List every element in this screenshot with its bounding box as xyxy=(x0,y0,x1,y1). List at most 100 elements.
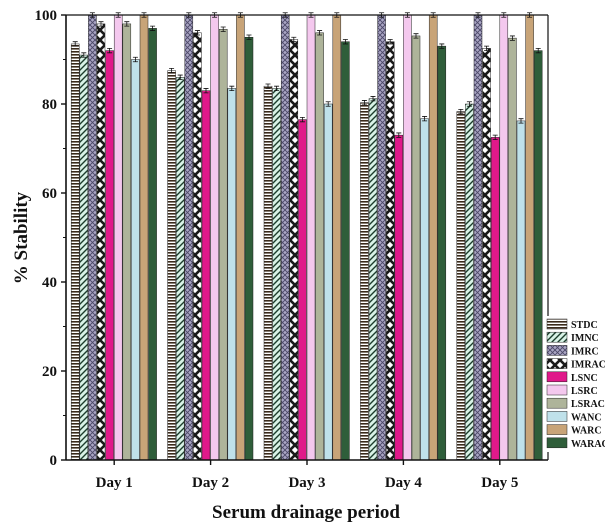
legend-label-wanc: WANC xyxy=(571,412,602,423)
error-bar-warac-day-4 xyxy=(439,43,445,49)
error-bar-imnc-day-2 xyxy=(177,74,183,80)
legend-label-stdc: STDC xyxy=(571,320,598,331)
error-bar-imnc-day-4 xyxy=(370,96,376,102)
bar-lsrc-day-2 xyxy=(210,14,219,461)
bar-lsrac-day-4 xyxy=(411,35,421,461)
bar-imnc-day-3 xyxy=(272,88,281,461)
error-bar-lsnc-day-2 xyxy=(203,88,209,94)
x-tick-label-day-2: Day 2 xyxy=(192,475,229,491)
legend-label-lsrc: LSRC xyxy=(571,386,598,397)
x-tick-label-day-3: Day 3 xyxy=(288,475,325,491)
y-tick-label-60: 60 xyxy=(42,186,57,202)
bar-imnc-day-1 xyxy=(79,54,89,461)
bar-lsnc-day-2 xyxy=(201,90,211,461)
x-tick-label-day-4: Day 4 xyxy=(385,475,423,491)
error-bar-wanc-day-4 xyxy=(422,116,428,122)
bar-imrac-day-1 xyxy=(96,23,106,461)
bar-imrc-day-3 xyxy=(280,14,290,461)
bar-imrac-day-2 xyxy=(193,32,202,461)
error-bar-wanc-day-5 xyxy=(518,118,524,124)
bar-imrac-day-4 xyxy=(385,41,395,461)
legend-swatch-warc xyxy=(546,424,568,435)
bar-wanc-day-1 xyxy=(131,59,140,461)
y-tick-label-0: 0 xyxy=(50,453,58,469)
bar-warac-day-3 xyxy=(341,41,350,461)
error-bar-warac-day-2 xyxy=(246,34,252,40)
bar-imrac-day-5 xyxy=(482,48,491,461)
bar-wanc-day-2 xyxy=(227,88,237,461)
bar-imrac-day-3 xyxy=(289,39,299,461)
bar-lsrac-day-3 xyxy=(315,32,324,461)
legend-swatch-imrc xyxy=(546,345,568,356)
bar-lsrc-day-3 xyxy=(306,14,316,461)
error-bar-lsrac-day-3 xyxy=(317,30,323,36)
error-bar-imrac-day-2 xyxy=(194,30,200,36)
bar-warc-day-5 xyxy=(525,14,534,461)
bar-warac-day-1 xyxy=(148,28,157,461)
bar-lsnc-day-5 xyxy=(490,137,500,461)
bar-imrc-day-2 xyxy=(184,14,194,461)
bar-warc-day-4 xyxy=(428,14,438,461)
error-bar-wanc-day-1 xyxy=(132,56,138,63)
bar-warac-day-4 xyxy=(437,45,447,461)
legend-swatch-lsrc xyxy=(546,384,568,396)
error-bar-warac-day-3 xyxy=(342,39,348,45)
legend-swatch-stdc xyxy=(546,318,568,330)
error-bar-wanc-day-2 xyxy=(229,85,235,92)
error-bar-imrac-day-5 xyxy=(484,45,490,51)
legend-swatch-imnc xyxy=(546,331,568,343)
error-bar-lsrac-day-2 xyxy=(220,26,226,32)
bar-warc-day-2 xyxy=(236,14,245,461)
bar-stdc-day-4 xyxy=(360,102,369,461)
legend-swatch-imrac xyxy=(546,358,568,369)
error-bar-stdc-day-2 xyxy=(169,68,175,74)
bar-lsrac-day-1 xyxy=(122,23,132,461)
bar-lsnc-day-3 xyxy=(298,119,307,461)
error-bar-imrac-day-4 xyxy=(387,39,393,45)
bar-stdc-day-5 xyxy=(456,111,466,461)
bar-warac-day-2 xyxy=(244,37,254,461)
error-bar-imrac-day-1 xyxy=(98,21,104,27)
bar-stdc-day-3 xyxy=(263,85,273,461)
legend-label-imnc: IMNC xyxy=(571,333,599,344)
y-tick-label-20: 20 xyxy=(42,364,57,380)
error-bar-lsnc-day-1 xyxy=(107,47,113,54)
legend-swatch-warac xyxy=(546,437,568,449)
bar-lsrc-day-4 xyxy=(403,14,412,461)
legend-label-imrac: IMRAC xyxy=(571,360,605,371)
error-bar-stdc-day-3 xyxy=(265,83,271,89)
error-bar-wanc-day-3 xyxy=(325,101,331,107)
error-bar-imrac-day-3 xyxy=(291,36,297,43)
error-bar-stdc-day-4 xyxy=(361,100,367,106)
bar-imrc-day-1 xyxy=(88,14,97,461)
y-axis-label: % Stability xyxy=(11,191,32,284)
error-bar-warac-day-1 xyxy=(150,25,156,31)
y-tick-label-40: 40 xyxy=(42,275,57,291)
bar-stdc-day-2 xyxy=(167,70,176,461)
bar-imnc-day-5 xyxy=(465,103,474,461)
x-axis-label: Serum drainage period xyxy=(212,502,400,523)
bar-warc-day-3 xyxy=(332,14,342,461)
bar-wanc-day-4 xyxy=(420,118,429,461)
error-bar-lsnc-day-4 xyxy=(396,132,402,138)
error-bar-lsnc-day-3 xyxy=(299,116,305,123)
legend-label-warac: WARAC xyxy=(571,439,605,450)
error-bar-lsrac-day-5 xyxy=(509,35,515,41)
bar-lsnc-day-1 xyxy=(105,50,114,461)
error-bar-imnc-day-5 xyxy=(466,101,472,107)
error-bar-warac-day-5 xyxy=(535,47,541,54)
bar-wanc-day-5 xyxy=(516,120,526,461)
legend-swatch-lsrac xyxy=(546,397,568,409)
x-tick-label-day-1: Day 1 xyxy=(96,475,133,491)
bar-imnc-day-4 xyxy=(368,98,378,461)
bar-lsrc-day-5 xyxy=(499,14,509,461)
bar-lsrc-day-1 xyxy=(113,14,123,461)
error-bar-stdc-day-5 xyxy=(458,108,464,115)
error-bar-imnc-day-1 xyxy=(81,52,87,58)
bar-imnc-day-2 xyxy=(175,77,185,461)
legend-label-lsnc: LSNC xyxy=(571,373,598,384)
bar-lsnc-day-4 xyxy=(394,134,404,461)
legend-label-imrc: IMRC xyxy=(571,346,599,357)
